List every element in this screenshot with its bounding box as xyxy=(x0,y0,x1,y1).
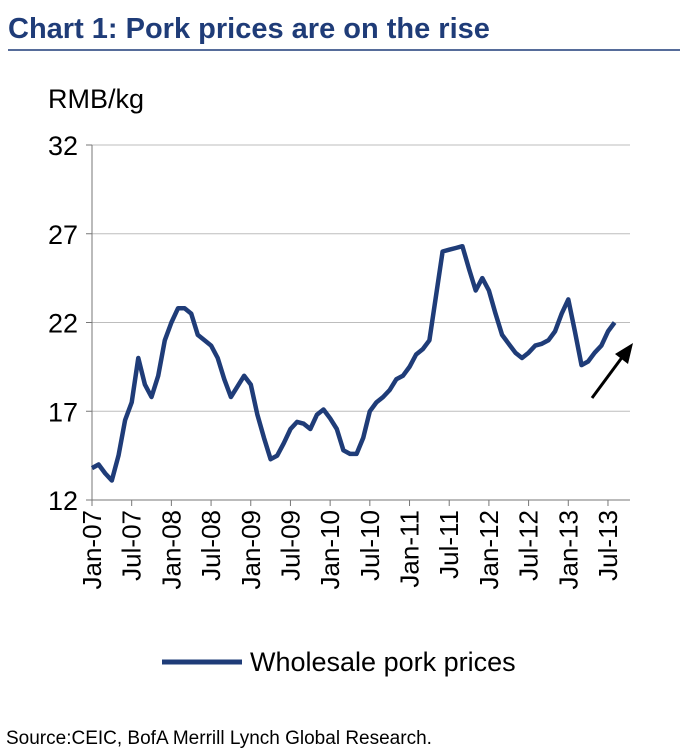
x-tick-label: Jan-09 xyxy=(236,510,266,590)
x-tick-label: Jan-12 xyxy=(474,510,504,590)
x-tick-label: Jul-10 xyxy=(355,510,385,581)
x-tick-label: Jan-07 xyxy=(77,510,107,590)
x-tick-label: Jan-10 xyxy=(315,510,345,590)
x-tick-label: Jan-13 xyxy=(553,510,583,590)
legend-label: Wholesale pork prices xyxy=(250,647,516,677)
chart-title: Chart 1: Pork prices are on the rise xyxy=(8,13,490,45)
y-tick-label: 17 xyxy=(48,397,78,427)
series-line xyxy=(90,243,617,483)
x-tick-label: Jul-12 xyxy=(514,510,544,581)
y-tick-label: 22 xyxy=(48,309,78,339)
x-tick-label: Jul-07 xyxy=(117,510,147,581)
x-tick-label: Jul-13 xyxy=(593,510,623,581)
arrow xyxy=(590,351,628,399)
y-tick-label: 12 xyxy=(48,486,78,516)
y-axis-label: RMB/kg xyxy=(48,84,144,114)
source: Source:CEIC, BofA Merrill Lynch Global R… xyxy=(6,728,432,749)
x-tick-label: Jul-08 xyxy=(196,510,226,581)
x-tick-label: Jan-11 xyxy=(395,510,425,588)
x-tick-label: Jan-08 xyxy=(156,510,186,590)
x-tick-label: Jul-09 xyxy=(275,510,305,581)
x-tick-label: Jul-11 xyxy=(434,510,464,579)
y-tick-label: 27 xyxy=(48,220,78,250)
y-tick-label: 32 xyxy=(48,131,78,161)
arrow-head xyxy=(615,343,633,364)
